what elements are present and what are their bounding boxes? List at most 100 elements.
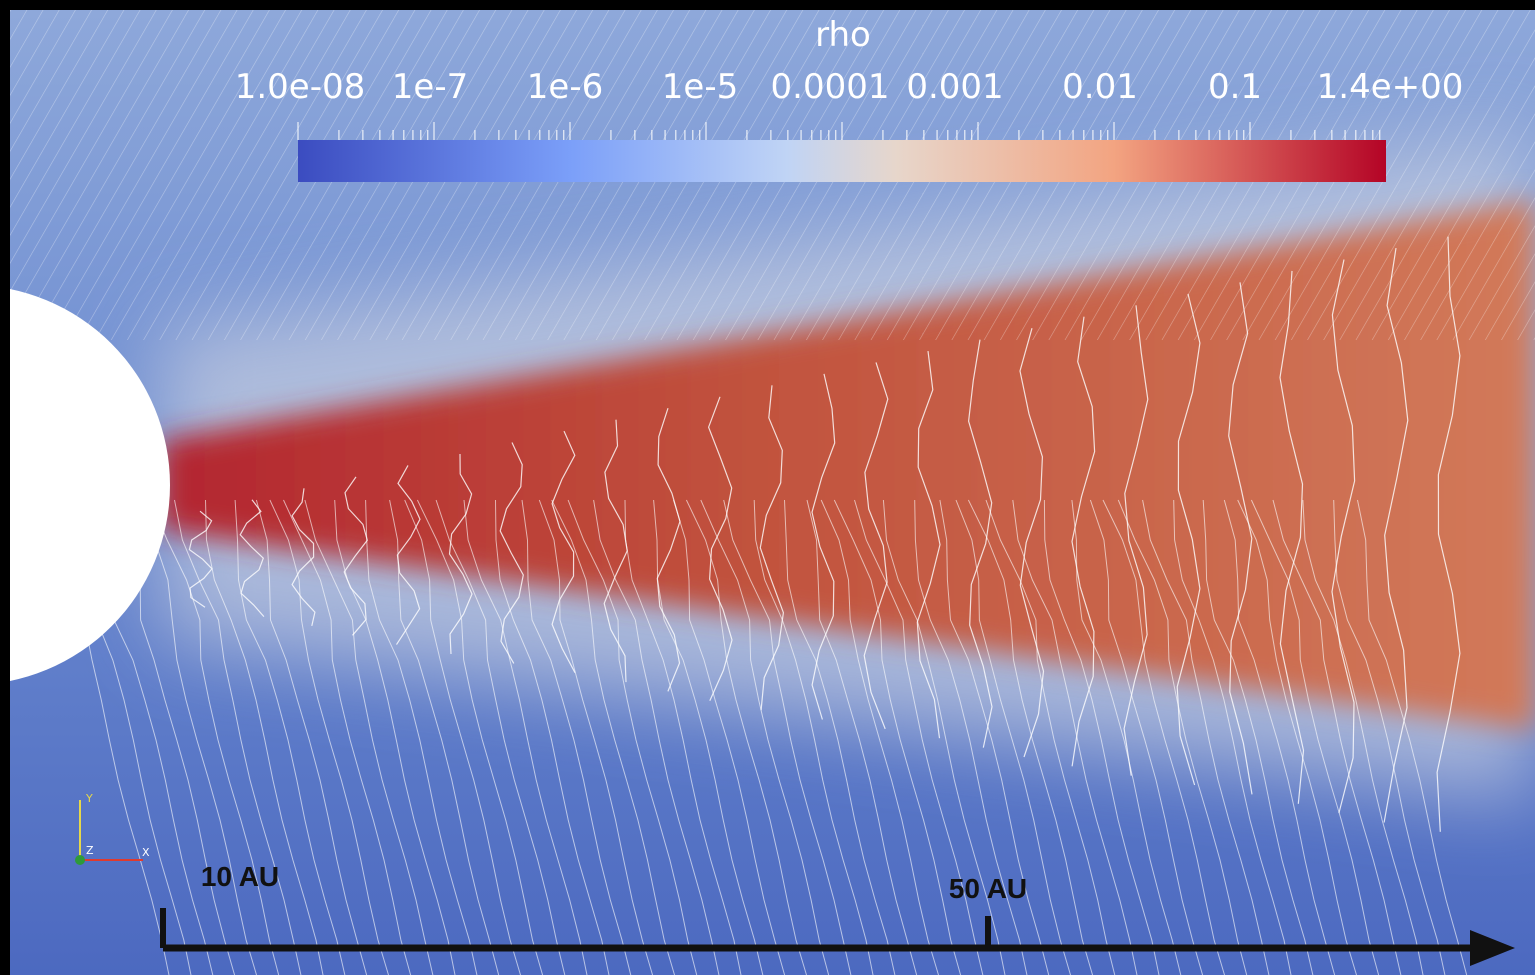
disk-field-line <box>1176 293 1201 786</box>
field-line <box>967 499 1094 975</box>
colorbar-label: 0.1 <box>1208 67 1262 107</box>
field-line <box>463 499 588 975</box>
field-line <box>833 499 962 975</box>
colorbar <box>298 140 1386 182</box>
field-line <box>234 499 346 975</box>
disk-field-line <box>551 430 576 673</box>
field-line <box>538 499 654 975</box>
field-line <box>985 499 1116 975</box>
scale-bar: 10 AU 50 AU <box>160 861 1515 966</box>
field-line <box>435 499 566 975</box>
field-line <box>404 499 522 975</box>
field-line <box>416 499 544 975</box>
disk-field-line <box>759 385 785 711</box>
axis-label: Z <box>86 844 94 857</box>
inner-boundary <box>10 289 170 681</box>
field-line <box>593 499 720 975</box>
scale-label: 10 AU <box>201 861 279 892</box>
field-line <box>673 499 786 975</box>
field-line <box>283 499 412 975</box>
axes-triad: Y Z X <box>75 792 150 865</box>
field-line <box>134 499 258 975</box>
field-line <box>700 499 830 975</box>
field-line <box>521 499 632 975</box>
field-line <box>955 499 1072 975</box>
disk-field-line <box>916 350 941 739</box>
field-line <box>1117 499 1248 975</box>
field-line <box>1142 499 1270 975</box>
field-line <box>1237 499 1358 975</box>
field-line <box>753 499 874 975</box>
field-line <box>723 499 852 975</box>
field-line <box>1173 499 1292 975</box>
axis-label: Y <box>85 792 93 805</box>
field-line <box>1043 499 1160 975</box>
colorbar-label: 1.0e-08 <box>235 67 366 107</box>
field-line <box>806 499 918 975</box>
field-line <box>1071 499 1182 975</box>
disk-field-line <box>188 510 213 608</box>
disk-field-line <box>448 453 473 655</box>
disk-field-line <box>1383 247 1409 823</box>
disk-field-line <box>1019 327 1045 758</box>
field-line <box>551 499 676 975</box>
disk-field-line <box>343 476 368 636</box>
field-line <box>304 499 434 975</box>
field-line <box>939 499 1050 975</box>
field-line <box>1012 499 1138 975</box>
field-line <box>624 499 742 975</box>
field-line <box>567 499 698 975</box>
field-line <box>1102 499 1226 975</box>
field-line <box>1089 499 1204 975</box>
disk-field-line <box>1331 259 1356 814</box>
disk-field-line <box>967 339 993 748</box>
field-line <box>149 499 280 975</box>
field-line <box>820 499 940 975</box>
disk-field-line <box>1436 236 1461 832</box>
disk-field-line <box>707 396 733 702</box>
colorbar-label: 0.0001 <box>771 67 890 107</box>
field-line <box>1272 499 1402 975</box>
arrow-head <box>1470 930 1515 966</box>
colorbar-label: 1e-5 <box>662 67 738 107</box>
field-line <box>914 499 1028 975</box>
disk-field-line <box>603 419 628 683</box>
disk-field-line <box>291 488 316 627</box>
field-line <box>1223 499 1336 975</box>
disk-field-line <box>395 465 421 645</box>
field-line <box>1202 499 1314 975</box>
field-line <box>784 499 896 975</box>
field-line <box>685 499 808 975</box>
disk-field-line <box>1279 270 1305 804</box>
z-axis <box>75 855 85 865</box>
axis-label: X <box>142 846 150 859</box>
disk-field-line <box>656 408 681 692</box>
field-line <box>854 499 984 975</box>
colorbar-label: 0.001 <box>906 67 1003 107</box>
disk-field-line <box>811 373 836 720</box>
colorbar-label: 1e-6 <box>527 67 603 107</box>
disk-field-line <box>1123 305 1149 776</box>
field-line <box>495 499 610 975</box>
field-line <box>174 499 302 975</box>
disk-field-line <box>1071 316 1096 767</box>
field-line <box>882 499 1006 975</box>
colorbar-title: rho <box>815 15 871 55</box>
disk-field-line <box>863 362 889 730</box>
field-line <box>365 499 478 975</box>
field-line <box>255 499 368 975</box>
disk-field-line <box>499 442 524 664</box>
field-line <box>1333 499 1446 975</box>
scale-label: 50 AU <box>949 873 1027 904</box>
disk-field-line <box>239 499 265 617</box>
field-line <box>1357 499 1468 975</box>
colorbar-label: 1e-7 <box>392 67 468 107</box>
field-line <box>269 499 390 975</box>
colorbar-label: 0.01 <box>1062 67 1138 107</box>
disk-field-line <box>1228 282 1253 795</box>
field-line <box>389 499 500 975</box>
colorbar-label: 1.4e+00 <box>1317 67 1464 107</box>
field-line <box>1302 499 1424 975</box>
